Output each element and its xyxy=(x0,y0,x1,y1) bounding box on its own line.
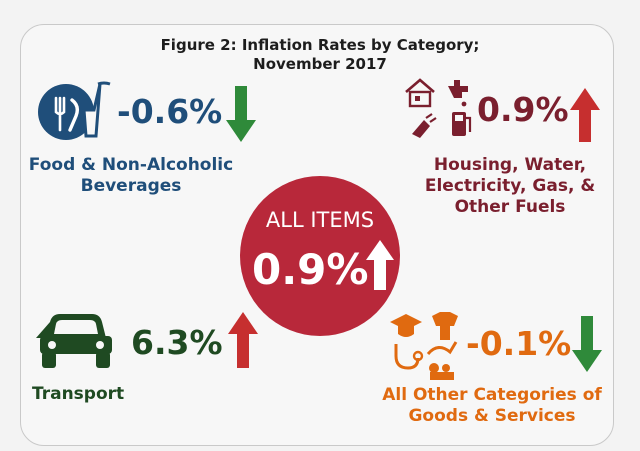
other-down-arrow xyxy=(572,316,602,372)
food-down-arrow xyxy=(226,86,256,142)
goods-services-icon xyxy=(390,312,458,380)
housing-label-line-1: Housing, Water, xyxy=(433,155,587,175)
other-label-line-2: Goods & Services xyxy=(408,406,576,426)
all-items-up-arrow xyxy=(366,240,394,290)
housing-up-arrow xyxy=(570,88,600,142)
transport-percent: 6.3% xyxy=(131,323,223,362)
other-label-line-1: All Other Categories of xyxy=(382,385,602,405)
other-percent: -0.1% xyxy=(466,324,572,363)
food-label-line-2: Beverages xyxy=(80,176,182,196)
fork-knife-glass-icon xyxy=(38,81,111,140)
housing-label: Housing, Water, Electricity, Gas, & Othe… xyxy=(410,155,610,218)
title-line-2: November 2017 xyxy=(253,55,387,73)
car-icon xyxy=(36,314,112,368)
transport-label: Transport xyxy=(32,384,125,404)
house-utilities-icon xyxy=(405,78,472,138)
housing-label-line-2: Electricity, Gas, & xyxy=(424,176,596,196)
food-percent: -0.6% xyxy=(117,92,223,131)
all-items-label: ALL ITEMS xyxy=(265,208,375,232)
food-label: Food & Non-Alcoholic Beverages xyxy=(26,155,236,197)
chart-title: Figure 2: Inflation Rates by Category; N… xyxy=(0,36,640,74)
other-label: All Other Categories of Goods & Services xyxy=(372,385,612,427)
title-line-1: Figure 2: Inflation Rates by Category; xyxy=(160,36,480,54)
all-items-percent: 0.9% xyxy=(252,245,369,294)
housing-label-line-3: Other Fuels xyxy=(454,197,566,217)
transport-up-arrow xyxy=(228,312,258,368)
food-label-line-1: Food & Non-Alcoholic xyxy=(28,155,234,175)
housing-percent: 0.9% xyxy=(477,90,569,129)
